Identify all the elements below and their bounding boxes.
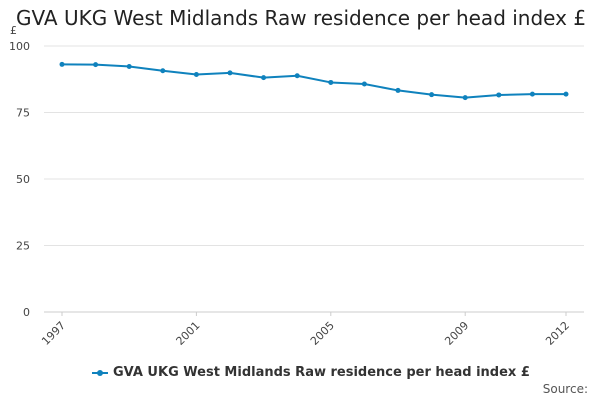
data-point-2003[interactable] [261, 75, 267, 81]
y-axis: £ 0 25 50 75 100 [9, 24, 30, 319]
series-layer [59, 61, 569, 101]
legend-label: GVA UKG West Midlands Raw residence per … [113, 365, 530, 380]
chart-legend[interactable]: GVA UKG West Midlands Raw residence per … [92, 365, 530, 380]
x-tick-label: 2005 [308, 319, 337, 348]
data-point-2005[interactable] [328, 79, 334, 85]
legend-swatch-icon [92, 367, 108, 379]
y-tick-label: 25 [16, 240, 30, 253]
chart-title: GVA UKG West Midlands Raw residence per … [16, 6, 587, 30]
y-tick-label: 50 [16, 173, 30, 186]
data-point-2001[interactable] [193, 71, 199, 77]
data-point-2000[interactable] [160, 68, 166, 74]
data-point-1998[interactable] [93, 62, 99, 68]
data-point-2007[interactable] [395, 87, 401, 93]
data-point-2012[interactable] [563, 91, 569, 97]
x-axis: 1997 2001 2005 2009 2012 [39, 311, 584, 348]
data-point-2004[interactable] [294, 73, 300, 79]
source-label: Source: [542, 382, 588, 396]
data-point-2006[interactable] [361, 81, 367, 87]
x-tick-label: 2012 [543, 319, 572, 348]
data-point-2009[interactable] [462, 95, 468, 101]
y-tick-label: 0 [23, 306, 30, 319]
series-line [61, 63, 566, 99]
x-tick-label: 2001 [174, 319, 203, 348]
grid-lines [44, 45, 584, 246]
y-axis-unit-label: £ [10, 24, 17, 37]
data-point-2002[interactable] [227, 70, 233, 76]
x-tick-label: 2009 [442, 319, 471, 348]
y-tick-label: 75 [16, 107, 30, 120]
data-point-1999[interactable] [126, 63, 132, 69]
data-point-2008[interactable] [429, 92, 435, 98]
data-point-2010[interactable] [496, 92, 502, 98]
data-point-2011[interactable] [529, 91, 535, 97]
x-tick-label: 1997 [39, 319, 68, 348]
data-point-1997[interactable] [59, 61, 65, 67]
y-tick-label: 100 [9, 40, 30, 53]
